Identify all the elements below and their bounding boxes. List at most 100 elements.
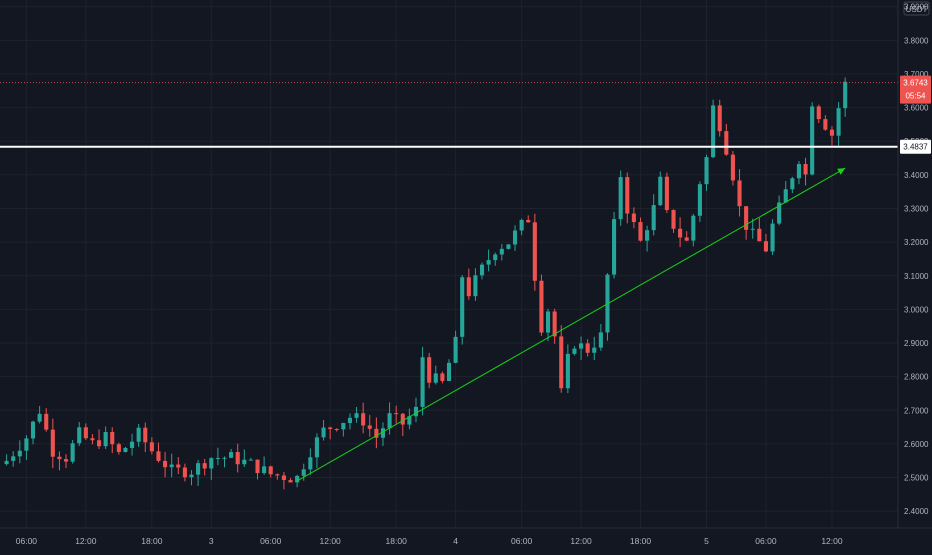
candle-body xyxy=(149,442,154,452)
hline-badge-price: 3.4837 xyxy=(903,143,928,152)
candle-body xyxy=(440,373,445,382)
candle-body xyxy=(539,280,544,333)
candle-body xyxy=(836,108,841,136)
candle-body xyxy=(453,336,458,363)
candle-body xyxy=(664,176,669,211)
price-tick-label: 3.2000 xyxy=(904,238,929,247)
time-tick-label: 06:00 xyxy=(511,536,533,546)
candle-body xyxy=(361,413,366,426)
grid xyxy=(0,0,898,528)
candle-body xyxy=(493,254,498,261)
candle-body xyxy=(796,164,802,179)
hline-price-badge: 3.4837 xyxy=(900,139,931,154)
time-tick-label: 4 xyxy=(453,536,458,546)
candle-body xyxy=(763,241,768,252)
candle-body xyxy=(499,248,504,255)
candle-body xyxy=(30,421,36,439)
candle-body xyxy=(24,438,29,451)
candle-body xyxy=(526,219,531,223)
candle-body xyxy=(757,228,762,242)
candle-body xyxy=(572,348,577,354)
candle-body xyxy=(387,413,392,429)
candle-body xyxy=(136,427,141,442)
price-tick-label: 2.8000 xyxy=(904,373,929,382)
time-tick-label: 06:00 xyxy=(16,536,38,546)
candle-body xyxy=(57,456,62,460)
candle-body xyxy=(479,264,485,276)
candle-body xyxy=(262,466,267,474)
time-axis[interactable] xyxy=(0,528,932,550)
time-tick-label: 18:00 xyxy=(141,536,163,546)
price-tick-label: 3.8000 xyxy=(904,36,929,45)
candle-body xyxy=(314,437,319,458)
price-tick-label: 2.4000 xyxy=(904,507,929,516)
candle-body xyxy=(704,157,709,185)
candle-body xyxy=(37,413,42,422)
currency-badge[interactable] xyxy=(903,1,930,16)
candle-body xyxy=(724,131,729,155)
time-tick-label: 18:00 xyxy=(386,536,408,546)
price-tick-label: 2.7000 xyxy=(904,406,929,415)
candle-body xyxy=(328,427,333,429)
candle-body xyxy=(790,178,795,190)
candle-body xyxy=(598,332,603,348)
candle-body xyxy=(770,223,775,252)
candle-body xyxy=(301,469,306,476)
candle-body xyxy=(744,206,749,230)
candle-body xyxy=(90,438,95,441)
candle-body xyxy=(810,106,815,175)
candle-body xyxy=(678,228,683,238)
candle-body xyxy=(229,452,234,458)
candle-body xyxy=(288,480,293,483)
trendline-arrow-icon xyxy=(837,168,846,175)
candle-body xyxy=(777,202,782,224)
candle-body xyxy=(235,452,240,465)
candle-body xyxy=(638,222,643,241)
candle-body xyxy=(110,432,115,445)
candle-body xyxy=(506,244,511,249)
time-axis-labels: 06:00 12:00 18:00 3 06:00 12:00 18:00 4 06:00 12:… xyxy=(16,536,843,546)
candle-body xyxy=(750,228,755,230)
bar-countdown: 05:54 xyxy=(905,92,926,101)
candle-body xyxy=(486,260,491,265)
candle-body xyxy=(341,423,346,430)
candle-body xyxy=(730,154,735,181)
candle-body xyxy=(711,105,716,158)
candle-body xyxy=(281,475,286,481)
candle-body xyxy=(77,427,82,444)
candle-body xyxy=(631,213,636,223)
candle-body xyxy=(645,230,650,241)
candle-body xyxy=(4,460,9,465)
candle-body xyxy=(182,467,187,478)
candle-body xyxy=(579,343,584,349)
candle-body xyxy=(823,119,828,130)
candle-body xyxy=(354,413,359,418)
price-tick-label: 3.1000 xyxy=(904,272,929,281)
trendline[interactable] xyxy=(296,167,846,482)
candle-body xyxy=(671,210,676,229)
candle-body xyxy=(103,432,108,447)
candle-body xyxy=(803,164,808,175)
candle-body xyxy=(407,416,412,425)
candle-body xyxy=(532,222,537,281)
candle-body xyxy=(209,458,214,469)
candle-body xyxy=(347,417,353,424)
last-price-badge: 3.6743 05:54 xyxy=(900,75,931,104)
candle-body xyxy=(50,429,55,457)
candle-body xyxy=(473,275,478,297)
candle-body xyxy=(420,357,425,407)
candle-body xyxy=(70,443,75,462)
candle-body xyxy=(202,463,207,469)
candle-body xyxy=(612,219,617,275)
candle-body xyxy=(460,277,465,337)
currency-label: USDT xyxy=(906,5,928,14)
candle-body xyxy=(169,464,174,468)
candle-body xyxy=(684,237,689,241)
candle-body xyxy=(248,459,253,461)
candle-body xyxy=(295,475,300,483)
candle-body xyxy=(559,336,564,389)
candle-body xyxy=(592,347,597,353)
candle-body xyxy=(156,451,161,461)
